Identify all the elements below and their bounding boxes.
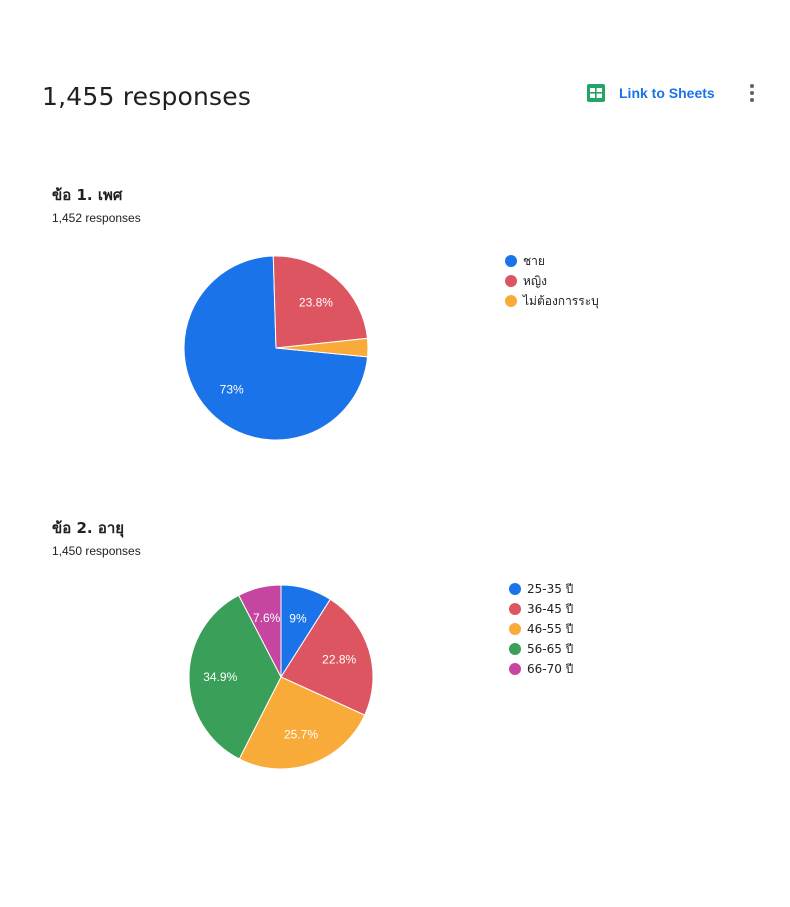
legend-swatch xyxy=(505,295,517,307)
legend-swatch xyxy=(509,603,521,615)
legend-swatch xyxy=(509,623,521,635)
legend-label: 66-70 ปี xyxy=(527,661,574,676)
link-to-sheets-label: Link to Sheets xyxy=(619,85,715,101)
pie-slice-2[interactable] xyxy=(280,598,374,716)
pie-slice-label-2: 22.8% xyxy=(322,653,356,667)
pie-slice-label-2: 23.8% xyxy=(299,295,333,309)
legend-item[interactable]: ชาย xyxy=(505,251,599,271)
pie-slice-label-5: 7.6% xyxy=(253,611,281,625)
pie-slice-3[interactable] xyxy=(238,676,366,770)
pie-slice-5[interactable] xyxy=(238,584,282,678)
legend-label: หญิง xyxy=(523,273,547,288)
legend-swatch xyxy=(505,255,517,267)
responses-header: 1,455 responses Link to Sheets xyxy=(42,82,760,122)
responses-count-title: 1,455 responses xyxy=(42,82,252,111)
legend-item[interactable]: หญิง xyxy=(505,271,599,291)
pie-slice-label-1: 73% xyxy=(220,382,244,396)
legend-label: 36-45 ปี xyxy=(527,601,574,616)
legend-label: ไม่ต้องการระบุ xyxy=(523,293,599,308)
question-2: ข้อ 2. อายุ 1,450 responses xyxy=(52,516,752,558)
question-1-response-count: 1,452 responses xyxy=(52,211,141,225)
pie-slice-label-3: 25.7% xyxy=(284,727,318,741)
pie-slice-label-1: 9% xyxy=(289,612,307,626)
legend-swatch xyxy=(509,643,521,655)
legend-item[interactable]: 66-70 ปี xyxy=(509,659,573,679)
more-vert-icon[interactable] xyxy=(746,82,758,104)
legend-item[interactable]: ไม่ต้องการระบุ xyxy=(505,291,599,311)
question-2-response-count: 1,450 responses xyxy=(52,544,141,558)
legend-label: 56-65 ปี xyxy=(527,641,574,656)
pie-slice-label-4: 34.9% xyxy=(203,670,237,684)
age-pie-chart: 9% 22.8% 25.7% 34.9% 7.6% xyxy=(188,584,374,770)
question-1-title: ข้อ 1. เพศ xyxy=(52,186,123,204)
legend-swatch xyxy=(509,663,521,675)
legend-label: 25-35 ปี xyxy=(527,581,574,596)
link-to-sheets-button[interactable]: Link to Sheets xyxy=(587,84,715,102)
legend-label: ชาย xyxy=(523,253,545,268)
gender-pie-chart: 73% 23.8% xyxy=(183,255,369,441)
legend-label: 46-55 ปี xyxy=(527,621,574,636)
legend-swatch xyxy=(509,583,521,595)
gender-legend: ชายหญิงไม่ต้องการระบุ xyxy=(505,251,599,311)
legend-item[interactable]: 46-55 ปี xyxy=(509,619,573,639)
legend-item[interactable]: 36-45 ปี xyxy=(509,599,573,619)
pie-slice-4[interactable] xyxy=(188,594,282,760)
pie-slice-2[interactable] xyxy=(272,255,369,349)
sheets-icon xyxy=(587,84,605,102)
legend-swatch xyxy=(505,275,517,287)
age-legend: 25-35 ปี 36-45 ปี 46-55 ปี 56-65 ปี 66-70 ปี xyxy=(509,579,573,679)
legend-item[interactable]: 25-35 ปี xyxy=(509,579,573,599)
question-2-title: ข้อ 2. อายุ xyxy=(52,519,125,537)
question-1: ข้อ 1. เพศ 1,452 responses xyxy=(52,183,752,225)
legend-item[interactable]: 56-65 ปี xyxy=(509,639,573,659)
pie-slice-3[interactable] xyxy=(275,337,369,358)
